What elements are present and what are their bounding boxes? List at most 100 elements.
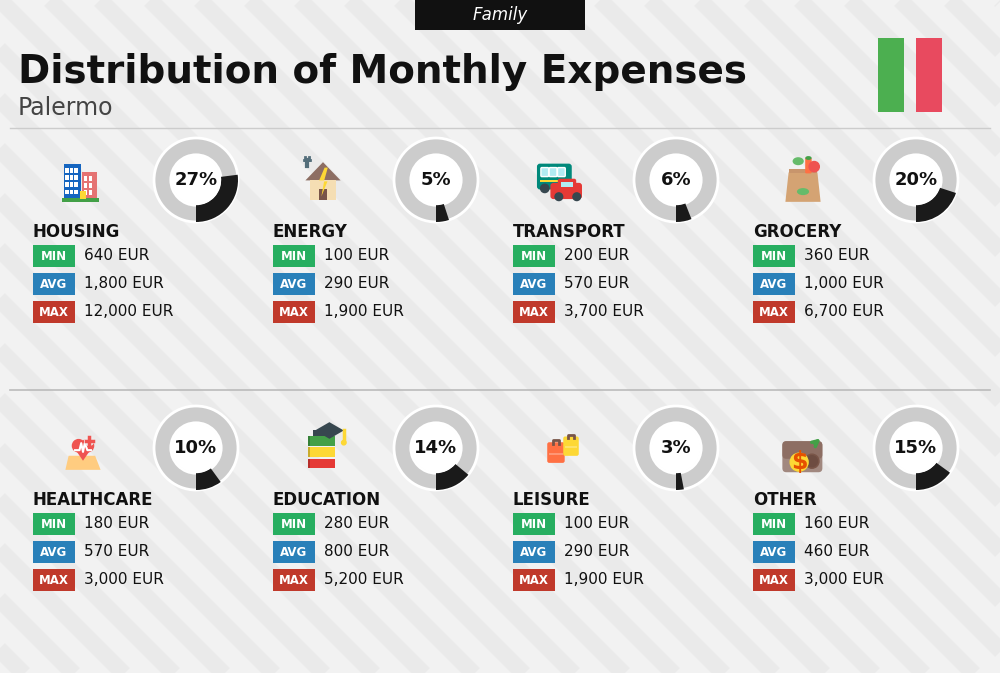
- Text: Family: Family: [472, 6, 528, 24]
- FancyBboxPatch shape: [33, 273, 75, 295]
- FancyBboxPatch shape: [74, 190, 78, 194]
- Text: MAX: MAX: [759, 573, 789, 586]
- Text: MAX: MAX: [39, 306, 69, 318]
- Text: Palermo: Palermo: [18, 96, 114, 120]
- FancyBboxPatch shape: [33, 541, 75, 563]
- Wedge shape: [394, 138, 478, 222]
- Text: 290 EUR: 290 EUR: [324, 277, 389, 291]
- Text: 180 EUR: 180 EUR: [84, 516, 149, 532]
- FancyBboxPatch shape: [805, 158, 812, 174]
- Wedge shape: [916, 188, 956, 222]
- Circle shape: [85, 437, 94, 446]
- Circle shape: [342, 440, 346, 445]
- FancyBboxPatch shape: [273, 541, 315, 563]
- FancyBboxPatch shape: [319, 189, 327, 201]
- Text: MIN: MIN: [521, 518, 547, 530]
- FancyBboxPatch shape: [70, 168, 73, 173]
- FancyBboxPatch shape: [273, 301, 315, 323]
- Text: AVG: AVG: [40, 277, 68, 291]
- Circle shape: [805, 454, 819, 468]
- FancyBboxPatch shape: [80, 191, 86, 199]
- FancyBboxPatch shape: [878, 38, 904, 112]
- Wedge shape: [196, 175, 238, 222]
- FancyBboxPatch shape: [89, 190, 92, 195]
- FancyBboxPatch shape: [513, 513, 555, 535]
- Text: Distribution of Monthly Expenses: Distribution of Monthly Expenses: [18, 53, 747, 91]
- Circle shape: [892, 156, 940, 204]
- Text: 570 EUR: 570 EUR: [84, 544, 149, 559]
- Polygon shape: [319, 168, 328, 197]
- FancyBboxPatch shape: [74, 182, 78, 187]
- Circle shape: [72, 439, 85, 452]
- Ellipse shape: [793, 157, 804, 165]
- FancyBboxPatch shape: [308, 458, 310, 468]
- Polygon shape: [315, 422, 344, 439]
- Text: 570 EUR: 570 EUR: [564, 277, 629, 291]
- Circle shape: [559, 184, 567, 192]
- Text: 460 EUR: 460 EUR: [804, 544, 869, 559]
- FancyBboxPatch shape: [65, 168, 69, 173]
- Text: 1,000 EUR: 1,000 EUR: [804, 277, 884, 291]
- Text: 6%: 6%: [661, 171, 691, 189]
- FancyBboxPatch shape: [64, 164, 81, 200]
- Text: MAX: MAX: [279, 573, 309, 586]
- FancyBboxPatch shape: [753, 541, 795, 563]
- Text: $: $: [791, 450, 807, 474]
- Wedge shape: [196, 468, 221, 490]
- FancyBboxPatch shape: [273, 273, 315, 295]
- Text: 3%: 3%: [661, 439, 691, 457]
- Wedge shape: [916, 463, 950, 490]
- FancyBboxPatch shape: [547, 442, 565, 463]
- FancyBboxPatch shape: [70, 182, 73, 187]
- Text: 1,800 EUR: 1,800 EUR: [84, 277, 164, 291]
- Text: MAX: MAX: [519, 573, 549, 586]
- Ellipse shape: [805, 156, 812, 160]
- Text: MIN: MIN: [281, 518, 307, 530]
- Text: 1,900 EUR: 1,900 EUR: [324, 304, 404, 320]
- Text: 15%: 15%: [894, 439, 938, 457]
- FancyBboxPatch shape: [70, 190, 73, 194]
- FancyBboxPatch shape: [789, 168, 817, 173]
- FancyBboxPatch shape: [310, 180, 336, 201]
- FancyBboxPatch shape: [273, 569, 315, 591]
- FancyBboxPatch shape: [916, 38, 942, 112]
- Wedge shape: [634, 138, 718, 222]
- Circle shape: [807, 456, 817, 466]
- Text: AVG: AVG: [280, 277, 308, 291]
- Wedge shape: [634, 406, 718, 490]
- FancyBboxPatch shape: [70, 176, 73, 180]
- Text: EDUCATION: EDUCATION: [273, 491, 381, 509]
- Wedge shape: [394, 406, 478, 490]
- FancyBboxPatch shape: [415, 0, 585, 30]
- Ellipse shape: [797, 188, 809, 195]
- Text: 200 EUR: 200 EUR: [564, 248, 629, 264]
- FancyBboxPatch shape: [753, 245, 795, 267]
- FancyBboxPatch shape: [33, 569, 75, 591]
- FancyBboxPatch shape: [33, 245, 75, 267]
- FancyBboxPatch shape: [74, 176, 78, 180]
- Text: TRANSPORT: TRANSPORT: [513, 223, 626, 241]
- Circle shape: [412, 424, 460, 472]
- Text: 1,900 EUR: 1,900 EUR: [564, 573, 644, 588]
- FancyBboxPatch shape: [782, 441, 822, 472]
- FancyBboxPatch shape: [549, 452, 563, 455]
- FancyBboxPatch shape: [563, 437, 579, 456]
- Text: 12,000 EUR: 12,000 EUR: [84, 304, 173, 320]
- Text: 100 EUR: 100 EUR: [324, 248, 389, 264]
- FancyBboxPatch shape: [308, 436, 335, 446]
- FancyBboxPatch shape: [273, 513, 315, 535]
- Text: 27%: 27%: [174, 171, 218, 189]
- Text: 5,200 EUR: 5,200 EUR: [324, 573, 404, 588]
- Circle shape: [412, 156, 460, 204]
- FancyBboxPatch shape: [313, 431, 334, 436]
- Text: 160 EUR: 160 EUR: [804, 516, 869, 532]
- FancyBboxPatch shape: [308, 458, 335, 468]
- FancyBboxPatch shape: [513, 245, 555, 267]
- Wedge shape: [874, 138, 958, 222]
- Wedge shape: [676, 203, 691, 222]
- FancyBboxPatch shape: [89, 176, 92, 181]
- FancyBboxPatch shape: [753, 301, 795, 323]
- Text: 100 EUR: 100 EUR: [564, 516, 629, 532]
- Text: 290 EUR: 290 EUR: [564, 544, 629, 559]
- Text: 20%: 20%: [894, 171, 938, 189]
